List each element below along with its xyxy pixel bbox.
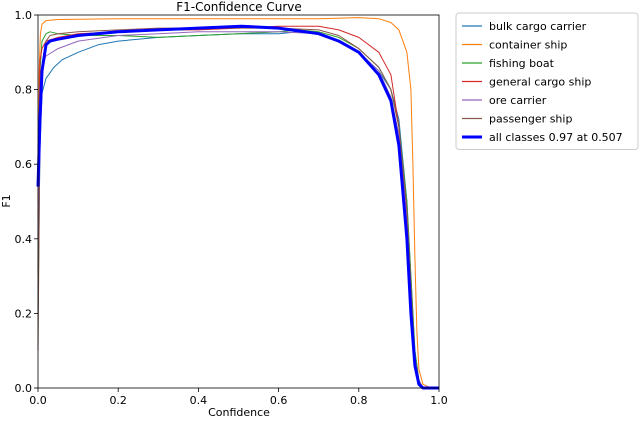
y-tick-label: 1.0 — [15, 9, 33, 22]
x-tick-label: 0.0 — [29, 394, 47, 407]
x-tick-label: 1.0 — [430, 394, 448, 407]
y-tick-label: 0.4 — [15, 233, 33, 246]
series-line-6 — [37, 27, 439, 389]
x-tick-label: 0.2 — [109, 394, 127, 407]
y-axis-title: F1 — [0, 194, 13, 207]
legend-label: fishing boat — [489, 57, 555, 70]
legend-label: ore carrier — [489, 94, 547, 107]
legend-label: bulk cargo carrier — [489, 20, 587, 33]
legend: bulk cargo carrier container ship fishing … — [455, 12, 639, 150]
plot-frame — [37, 14, 440, 389]
x-tick-label: 0.6 — [270, 394, 288, 407]
legend-label: container ship — [489, 39, 567, 52]
chart-title: F1-Confidence Curve — [176, 0, 302, 14]
series-line-2 — [37, 17, 439, 389]
y-tick-label: 0.6 — [15, 158, 33, 171]
axes-layer: 0.0 0.2 0.4 0.6 0.8 1.0 0.0 0.2 0.4 0.6 0.8 1.0 — [15, 9, 448, 407]
y-tick-label: 0.8 — [15, 84, 33, 97]
series-layer — [36, 17, 439, 390]
x-tick-label: 0.4 — [190, 394, 208, 407]
series-line-7 — [36, 24, 439, 390]
plot-background — [38, 15, 439, 388]
plot-area — [38, 15, 439, 388]
legend-label: passenger ship — [489, 113, 572, 126]
legend-box — [455, 12, 639, 150]
legend-label: general cargo ship — [489, 76, 591, 89]
y-tick-label: 0.0 — [15, 382, 33, 395]
legend-label: all classes 0.97 at 0.507 — [489, 131, 623, 144]
y-tick-label: 0.2 — [15, 307, 33, 320]
x-axis-title: Confidence — [208, 406, 270, 418]
x-tick-label: 0.8 — [350, 394, 368, 407]
